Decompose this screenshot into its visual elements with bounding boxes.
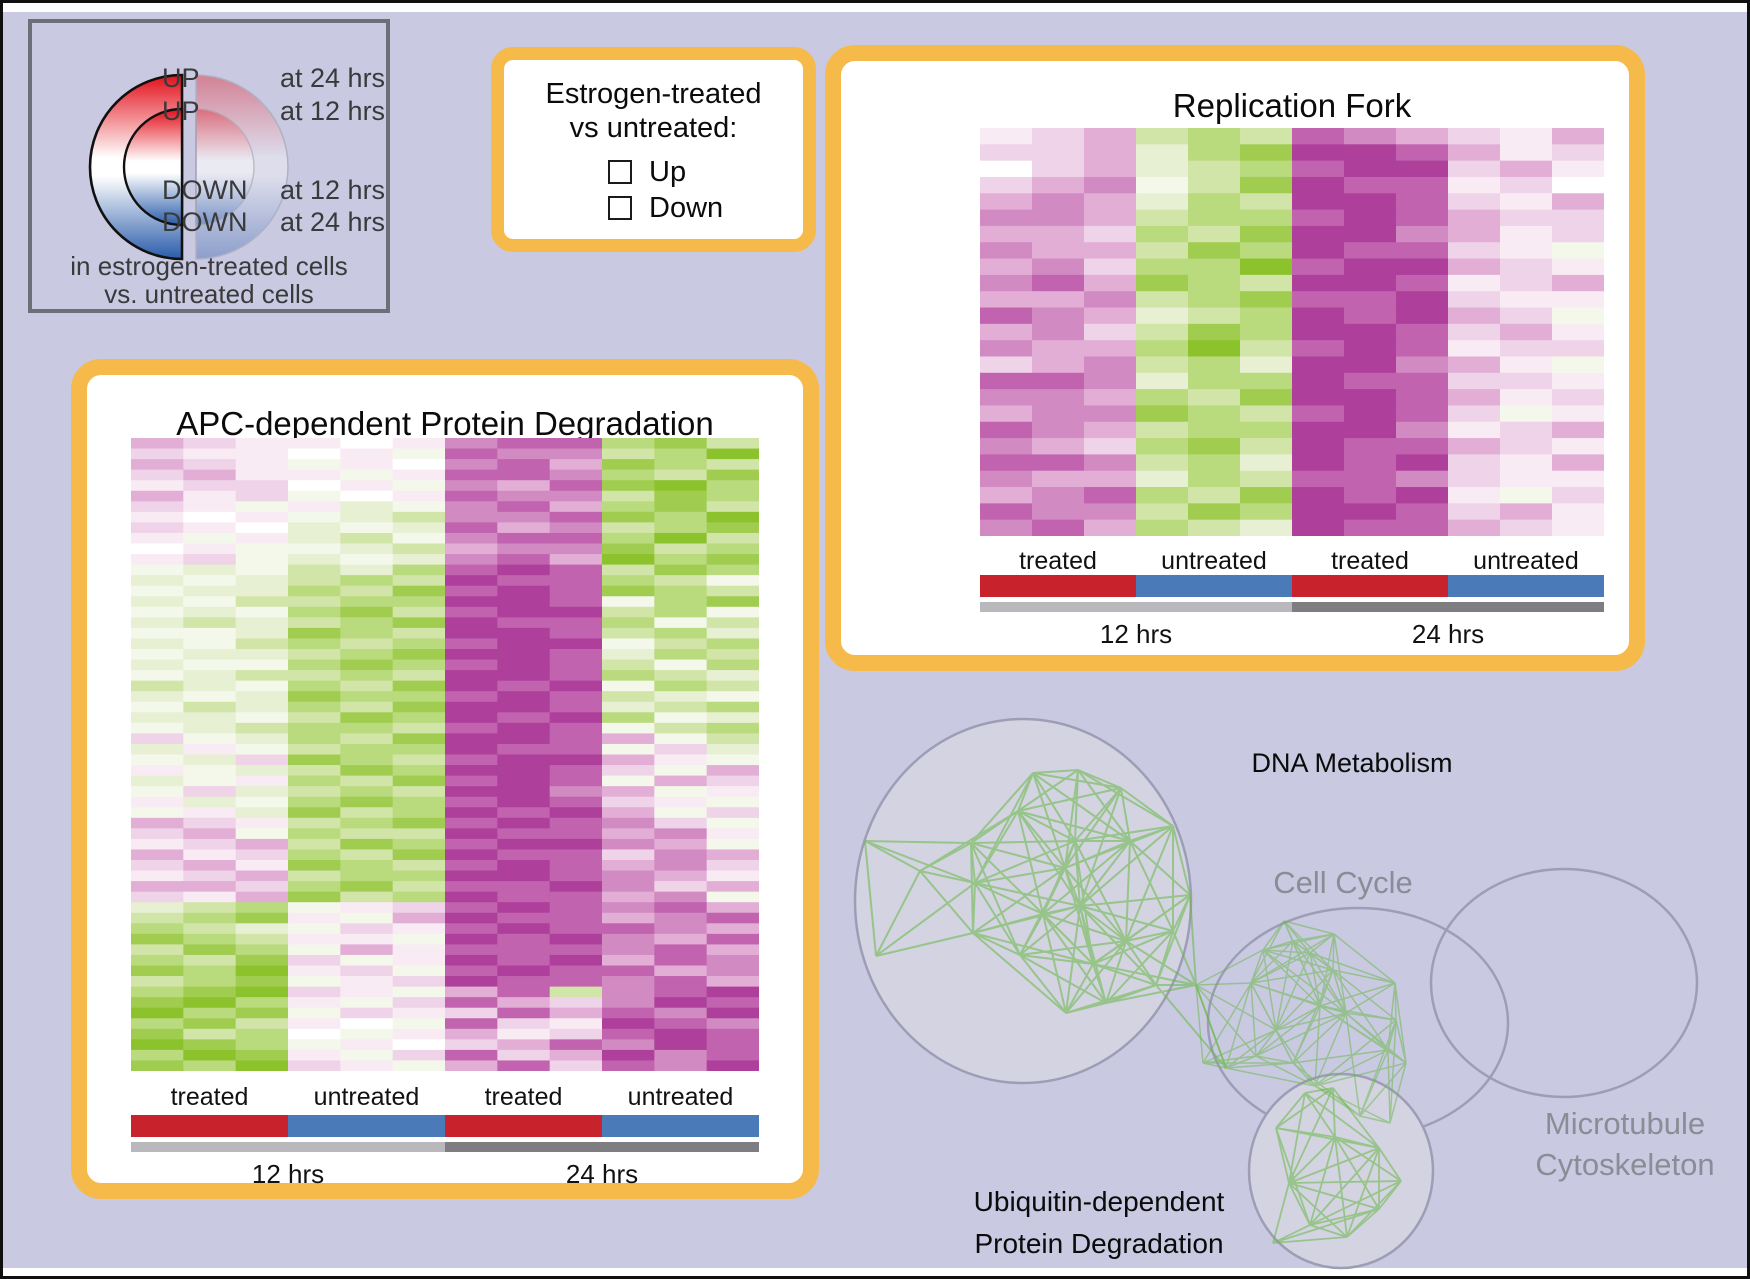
time-label-24hrs: 24 hrs xyxy=(565,1159,639,1189)
up-label: Up xyxy=(649,156,687,188)
down-12-time: at 12 hrs xyxy=(280,175,386,205)
estrogen-legend-title-line1: Estrogen-treated xyxy=(545,78,762,110)
down-12-word: DOWN xyxy=(162,175,248,205)
up-24-time: at 24 hrs xyxy=(280,63,386,93)
time-label-12hrs: 12 hrs xyxy=(251,1159,325,1189)
group-label-treated: treated xyxy=(484,1083,563,1111)
treated-bar-segment xyxy=(131,1115,288,1137)
time-label-12hrs: 12 hrs xyxy=(1099,619,1173,649)
microtubule-label-line2: Cytoskeleton xyxy=(1535,1147,1715,1182)
down-24-word: DOWN xyxy=(162,207,248,237)
apc-degradation-panel: APC-dependent Protein Degradation treate… xyxy=(71,359,819,1199)
cluster-mesh-edges xyxy=(1272,1087,1402,1244)
apc-heatmap xyxy=(131,438,759,1071)
group-label-untreated: untreated xyxy=(313,1083,420,1111)
down-label: Down xyxy=(649,192,724,224)
replication-fork-heatmap xyxy=(980,128,1604,536)
ubiquitin-degradation-label: Ubiquitin-dependent Protein Degradation xyxy=(949,1181,1249,1265)
timepoint-bar-12hrs xyxy=(980,602,1292,612)
microtubule-cytoskeleton-label: Microtubule Cytoskeleton xyxy=(1480,1103,1747,1185)
cluster-mesh-edges xyxy=(1195,920,1407,1124)
microtubule-label-line1: Microtubule xyxy=(1544,1106,1706,1141)
apc-heatmap-cells xyxy=(131,438,759,1071)
treatment-color-bar xyxy=(131,1115,759,1137)
repfork-heatmap-cells xyxy=(980,128,1604,536)
group-label-untreated: untreated xyxy=(1473,547,1579,575)
updown-decode-legend: UP at 24 hrs UP at 12 hrs DOWN at 12 hrs… xyxy=(28,19,390,313)
timepoint-bar xyxy=(131,1142,759,1152)
treated-bar-segment xyxy=(445,1115,602,1137)
down-color-swatch xyxy=(608,196,632,220)
up-24-word: UP xyxy=(162,63,200,93)
treated-bar-segment xyxy=(980,575,1136,597)
cluster-mesh-edges xyxy=(864,769,1227,1069)
decode-footer-line1: in estrogen-treated cells xyxy=(70,251,348,281)
group-label-treated: treated xyxy=(1331,547,1409,575)
timepoint-bar xyxy=(980,602,1604,612)
untreated-bar-segment xyxy=(602,1115,759,1137)
up-color-swatch xyxy=(608,160,632,184)
down-24-time: at 24 hrs xyxy=(280,207,386,237)
group-label-untreated: untreated xyxy=(627,1083,734,1111)
microtubule-cluster xyxy=(1429,867,1699,1099)
ubiquitin-label-line2: Protein Degradation xyxy=(974,1228,1224,1259)
timepoint-bar-24hrs xyxy=(1292,602,1604,612)
group-label-treated: treated xyxy=(170,1083,249,1111)
apc-panel-title: APC-dependent Protein Degradation xyxy=(176,405,714,442)
estrogen-legend-title-line2: vs untreated: xyxy=(569,112,738,144)
treated-bar-segment xyxy=(1292,575,1448,597)
cell-cycle-label: Cell Cycle xyxy=(1273,865,1413,900)
updown-gradient-circles xyxy=(88,73,289,261)
treatment-color-bar xyxy=(980,575,1604,597)
timepoint-bar-24hrs xyxy=(445,1142,759,1152)
estrogen-color-legend: Estrogen-treated vs untreated: Up Down xyxy=(491,47,816,252)
replication-fork-panel: Replication Fork treated untreated treated… xyxy=(825,45,1645,671)
time-label-24hrs: 24 hrs xyxy=(1411,619,1485,649)
untreated-bar-segment xyxy=(288,1115,445,1137)
replication-fork-title: Replication Fork xyxy=(1172,87,1412,124)
decode-footer-line2: vs. untreated cells xyxy=(104,279,314,309)
up-12-word: UP xyxy=(162,96,200,126)
dna-metabolism-label: DNA Metabolism xyxy=(1251,748,1453,778)
group-label-treated: treated xyxy=(1019,547,1097,575)
group-label-untreated: untreated xyxy=(1161,547,1267,575)
timepoint-bar-12hrs xyxy=(131,1142,445,1152)
ubiquitin-label-line1: Ubiquitin-dependent xyxy=(973,1186,1225,1217)
untreated-bar-segment xyxy=(1448,575,1604,597)
up-12-time: at 12 hrs xyxy=(280,96,386,126)
gene-network-diagram xyxy=(853,717,1699,1270)
untreated-bar-segment xyxy=(1136,575,1292,597)
